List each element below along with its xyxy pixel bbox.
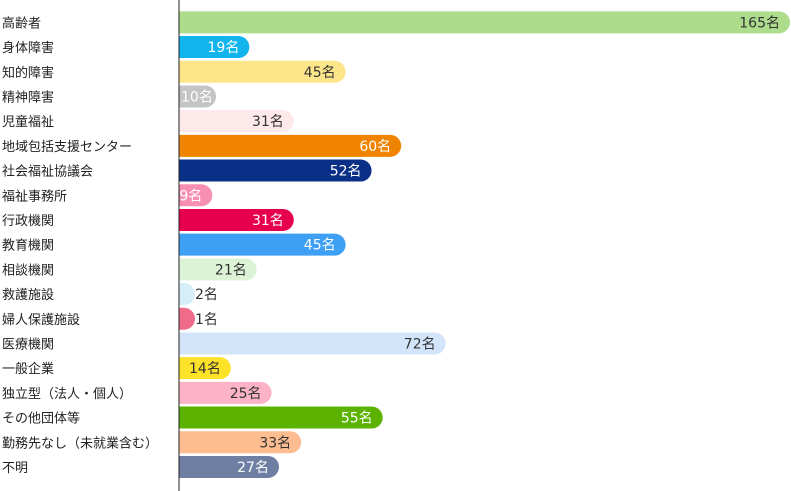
value-label: 72名 — [404, 336, 436, 352]
category-label: 一般企業 — [2, 361, 54, 377]
value-label: 45名 — [304, 238, 336, 254]
value-label: 31名 — [252, 114, 284, 130]
bar — [179, 134, 402, 157]
bar — [179, 455, 279, 478]
value-label: 31名 — [252, 213, 284, 229]
value-label: 21名 — [215, 262, 247, 278]
category-label: 医療機関 — [2, 337, 54, 352]
bar — [179, 332, 446, 355]
category-label: 独立型（法人・個人） — [2, 387, 132, 402]
value-label: 19名 — [208, 40, 240, 56]
category-label: その他団体等 — [2, 411, 80, 427]
bar — [179, 11, 790, 34]
bar — [179, 184, 213, 207]
bar — [179, 85, 217, 108]
bar — [179, 406, 383, 429]
category-label: 救護施設 — [2, 287, 54, 303]
bar — [179, 60, 346, 83]
value-label: 55名 — [341, 411, 373, 427]
value-label: 165名 — [739, 15, 780, 31]
value-label: 27名 — [237, 460, 269, 476]
bar — [179, 233, 346, 256]
value-label: 25名 — [230, 386, 262, 402]
category-label: 教育機関 — [2, 238, 54, 254]
bar — [179, 381, 272, 404]
bar — [179, 431, 302, 454]
value-label: 14名 — [189, 361, 221, 377]
category-label: 精神障害 — [2, 89, 54, 105]
category-label: 不明 — [2, 461, 28, 476]
bar — [179, 208, 294, 231]
bar — [179, 36, 250, 59]
category-label: 身体障害 — [2, 40, 54, 56]
bar — [179, 357, 231, 380]
value-label: 10名 — [181, 89, 213, 105]
category-label: 知的障害 — [2, 65, 54, 81]
value-label: 33名 — [259, 435, 291, 451]
value-label: 2名 — [195, 287, 218, 303]
category-label: 婦人保護施設 — [2, 312, 80, 328]
category-label: 社会福祉協議会 — [2, 164, 93, 180]
category-label: 児童福祉 — [2, 114, 54, 130]
value-label: 60名 — [359, 139, 391, 155]
bar — [179, 307, 196, 330]
category-label: 勤務先なし（未就業含む） — [2, 435, 158, 451]
value-label: 45名 — [304, 65, 336, 81]
category-label: 行政機関 — [2, 214, 54, 229]
category-label: 福祉事務所 — [2, 189, 67, 204]
category-label: 高齢者 — [2, 15, 41, 31]
category-label: 相談機関 — [2, 262, 54, 278]
bar — [179, 258, 257, 281]
value-label: 1名 — [195, 312, 218, 328]
bar — [179, 159, 372, 182]
value-label: 9名 — [179, 188, 202, 204]
value-label: 52名 — [330, 164, 362, 180]
bar — [179, 283, 196, 306]
category-label: 地域包括支援センター — [2, 140, 132, 155]
bar — [179, 110, 294, 133]
